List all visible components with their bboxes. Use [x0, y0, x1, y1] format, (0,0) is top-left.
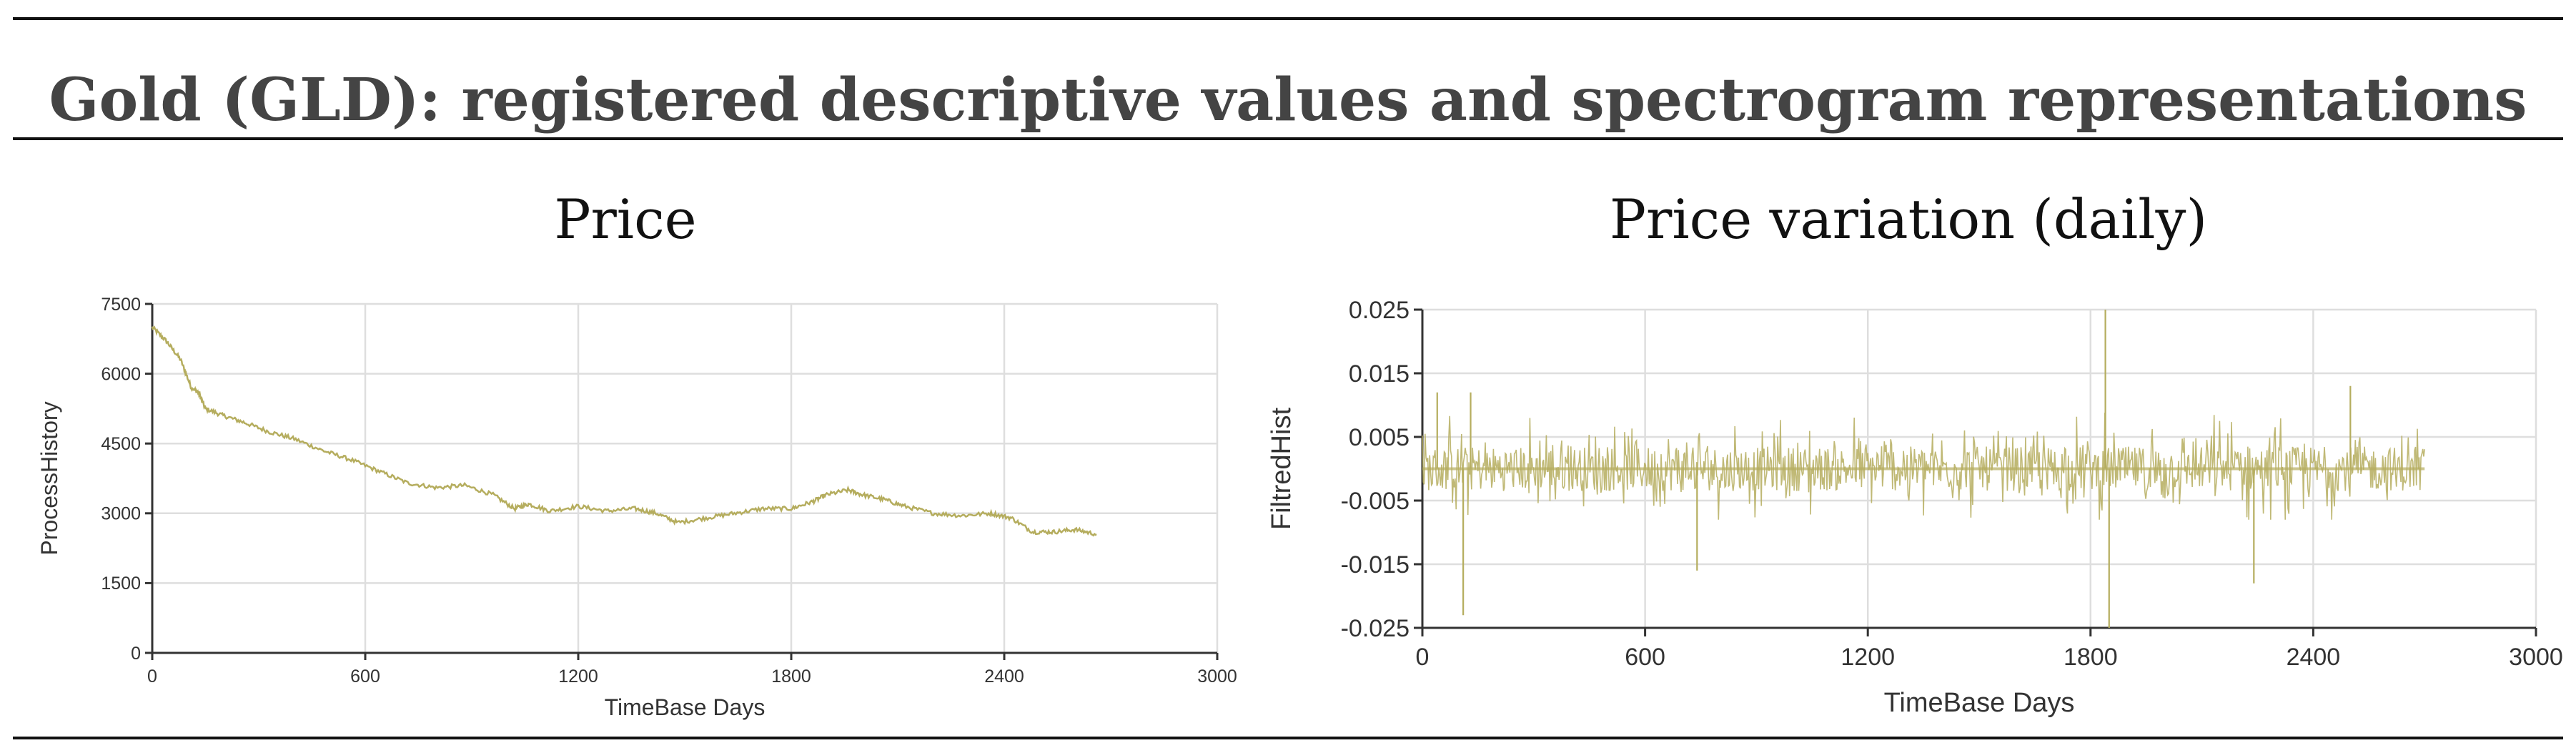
x-tick-label: 1800 [771, 666, 811, 687]
price-chart: 0 600 1200 1800 2400 3000 0 1500 3000 4500 6000 750… [36, 295, 1237, 720]
y-tick-label: 6000 [101, 364, 141, 384]
y-tick-label: -0.025 [1341, 615, 1410, 642]
x-tick-label: 2400 [984, 666, 1024, 687]
x-tick-label: 600 [1625, 644, 1665, 671]
y-tick-label: 3000 [101, 504, 141, 524]
bottom-rule [13, 737, 2563, 739]
y-tick-label: 0 [131, 644, 141, 664]
y-tick-label: 0.015 [1349, 360, 1410, 388]
price-variation-chart: 0 600 1200 1800 2400 3000 -0.025 -0.015 -0.005 0.… [1267, 297, 2563, 718]
y-tick-label: 0.025 [1349, 297, 1410, 324]
x-tick-label: 1800 [2064, 644, 2118, 671]
x-axis-label: TimeBase Days [1884, 688, 2075, 718]
y-tick-label: 4500 [101, 434, 141, 454]
title-rule [13, 137, 2563, 140]
variation-series-line [1422, 413, 2425, 520]
top-rule [13, 17, 2563, 20]
figure-title: Gold (GLD): registered descriptive value… [49, 66, 2527, 134]
x-tick-label: 1200 [1841, 644, 1895, 671]
x-tick-label: 3000 [1197, 666, 1237, 687]
y-axis-label: ProcessHistory [36, 401, 62, 555]
variation-panel-title: Price variation (daily) [1609, 187, 2208, 251]
x-tick-label: 0 [1416, 644, 1430, 671]
y-tick-label: 1500 [101, 574, 141, 594]
y-tick-label: 0.005 [1349, 424, 1410, 451]
price-panel-title: Price [554, 187, 697, 251]
x-tick-label: 2400 [2287, 644, 2341, 671]
y-tick-label: -0.005 [1341, 488, 1410, 515]
x-tick-label: 600 [350, 666, 380, 687]
x-tick-label: 3000 [2509, 644, 2563, 671]
x-axis-label: TimeBase Days [605, 694, 766, 720]
y-axis-label: FiltredHist [1267, 408, 1297, 530]
x-tick-label: 0 [147, 666, 157, 687]
y-tick-label: 7500 [101, 295, 141, 315]
price-series-line [151, 325, 1097, 537]
x-tick-label: 1200 [558, 666, 598, 687]
y-tick-label: -0.015 [1341, 551, 1410, 579]
